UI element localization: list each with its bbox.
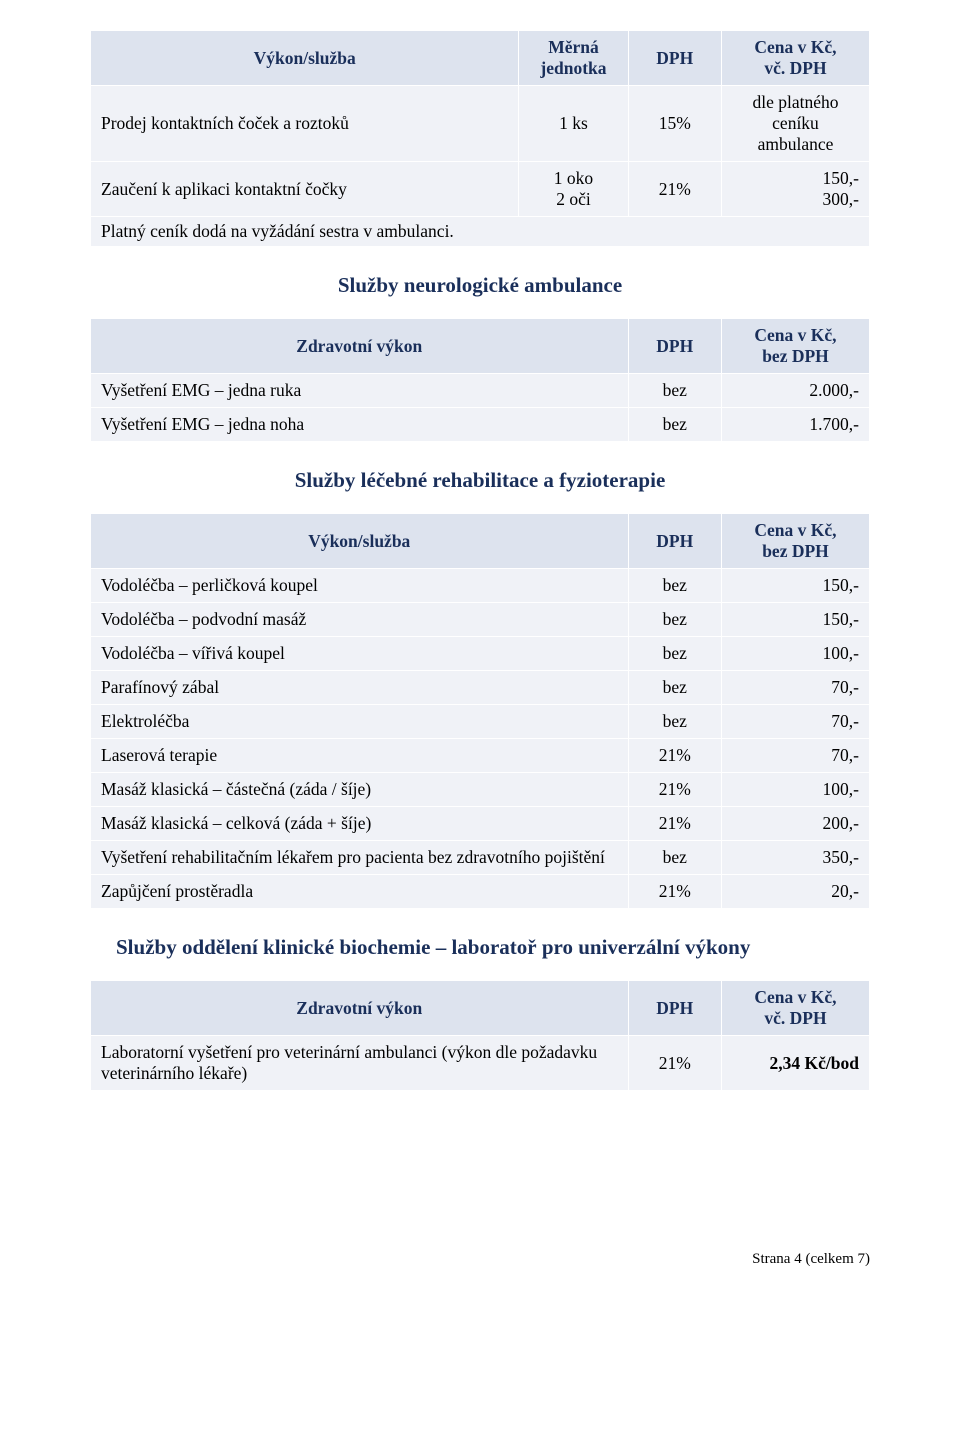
table-header-row: Výkon/služba DPH Cena v Kč,bez DPH xyxy=(91,514,870,569)
th-service: Zdravotní výkon xyxy=(91,319,629,374)
cell-vat: bez xyxy=(628,637,721,671)
th-vat: DPH xyxy=(628,981,721,1036)
cell-vat: bez xyxy=(628,569,721,603)
cell-price: 150,- xyxy=(721,569,869,603)
cell-vat: 21% xyxy=(628,1036,721,1091)
table-row: Vyšetření EMG – jedna ruka bez 2.000,- xyxy=(91,374,870,408)
cell-price: 150,-300,- xyxy=(721,162,869,217)
table-row: Elektroléčbabez70,- xyxy=(91,705,870,739)
cell-price: 2,34 Kč/bod xyxy=(721,1036,869,1091)
cell-vat: bez xyxy=(628,705,721,739)
cell-vat: bez xyxy=(628,841,721,875)
table-row: Vyšetření EMG – jedna noha bez 1.700,- xyxy=(91,408,870,442)
th-price: Cena v Kč,vč. DPH xyxy=(721,31,869,86)
table-header-row: Výkon/služba Měrnájednotka DPH Cena v Kč… xyxy=(91,31,870,86)
cell-vat: 21% xyxy=(628,875,721,909)
cell-price: 100,- xyxy=(721,637,869,671)
section-title-rehab: Služby léčebné rehabilitace a fyzioterap… xyxy=(90,468,870,493)
cell-vat: bez xyxy=(628,603,721,637)
cell-unit: 1 oko2 oči xyxy=(519,162,628,217)
table-row: Parafínový zábalbez70,- xyxy=(91,671,870,705)
th-unit: Měrnájednotka xyxy=(519,31,628,86)
th-service: Výkon/služba xyxy=(91,514,629,569)
th-price: Cena v Kč,bez DPH xyxy=(721,514,869,569)
cell-service: Vyšetření EMG – jedna noha xyxy=(91,408,629,442)
table-neurology: Zdravotní výkon DPH Cena v Kč,bez DPH Vy… xyxy=(90,318,870,442)
table-row: Prodej kontaktních čoček a roztoků 1 ks … xyxy=(91,86,870,162)
cell-vat: 21% xyxy=(628,739,721,773)
table-row: Laserová terapie21%70,- xyxy=(91,739,870,773)
cell-price: 70,- xyxy=(721,671,869,705)
cell-service: Vodoléčba – vířivá koupel xyxy=(91,637,629,671)
cell-price: 20,- xyxy=(721,875,869,909)
page-footer: Strana 4 (celkem 7) xyxy=(90,1251,870,1268)
cell-service: Masáž klasická – částečná (záda / šíje) xyxy=(91,773,629,807)
cell-vat: bez xyxy=(628,671,721,705)
cell-service: Elektroléčba xyxy=(91,705,629,739)
cell-vat: 21% xyxy=(628,162,721,217)
cell-vat: 15% xyxy=(628,86,721,162)
table-row: Vodoléčba – perličková koupelbez150,- xyxy=(91,569,870,603)
th-price: Cena v Kč,bez DPH xyxy=(721,319,869,374)
table-row: Vyšetření rehabilitačním lékařem pro pac… xyxy=(91,841,870,875)
cell-vat: 21% xyxy=(628,773,721,807)
cell-vat: 21% xyxy=(628,807,721,841)
table-row: Zapůjčení prostěradla21%20,- xyxy=(91,875,870,909)
cell-unit: 1 ks xyxy=(519,86,628,162)
cell-price: 100,- xyxy=(721,773,869,807)
cell-service: Vodoléčba – perličková koupel xyxy=(91,569,629,603)
table-row: Vodoléčba – podvodní masážbez150,- xyxy=(91,603,870,637)
cell-service: Vyšetření EMG – jedna ruka xyxy=(91,374,629,408)
th-price: Cena v Kč,vč. DPH xyxy=(721,981,869,1036)
cell-service: Laserová terapie xyxy=(91,739,629,773)
th-service: Zdravotní výkon xyxy=(91,981,629,1036)
section-title-biochem: Služby oddělení klinické biochemie – lab… xyxy=(116,935,844,960)
cell-service: Zapůjčení prostěradla xyxy=(91,875,629,909)
table-row: Zaučení k aplikaci kontaktní čočky 1 oko… xyxy=(91,162,870,217)
table-header-row: Zdravotní výkon DPH Cena v Kč,bez DPH xyxy=(91,319,870,374)
table-row: Vodoléčba – vířivá koupelbez100,- xyxy=(91,637,870,671)
table-rehab: Výkon/služba DPH Cena v Kč,bez DPH Vodol… xyxy=(90,513,870,909)
table-row: Masáž klasická – celková (záda + šíje)21… xyxy=(91,807,870,841)
table-row: Laboratorní vyšetření pro veterinární am… xyxy=(91,1036,870,1091)
cell-price: 2.000,- xyxy=(721,374,869,408)
cell-vat: bez xyxy=(628,408,721,442)
th-vat: DPH xyxy=(628,319,721,374)
cell-note: Platný ceník dodá na vyžádání sestra v a… xyxy=(91,217,870,247)
cell-price: 70,- xyxy=(721,705,869,739)
cell-price: 350,- xyxy=(721,841,869,875)
table-biochem: Zdravotní výkon DPH Cena v Kč,vč. DPH La… xyxy=(90,980,870,1091)
cell-service: Laboratorní vyšetření pro veterinární am… xyxy=(91,1036,629,1091)
th-vat: DPH xyxy=(628,514,721,569)
table-row: Masáž klasická – částečná (záda / šíje)2… xyxy=(91,773,870,807)
table-note-row: Platný ceník dodá na vyžádání sestra v a… xyxy=(91,217,870,247)
cell-price: 200,- xyxy=(721,807,869,841)
section-title-neurology: Služby neurologické ambulance xyxy=(90,273,870,298)
cell-price: 70,- xyxy=(721,739,869,773)
cell-price: 1.700,- xyxy=(721,408,869,442)
cell-service: Masáž klasická – celková (záda + šíje) xyxy=(91,807,629,841)
cell-price: 150,- xyxy=(721,603,869,637)
cell-service: Prodej kontaktních čoček a roztoků xyxy=(91,86,519,162)
table-header-row: Zdravotní výkon DPH Cena v Kč,vč. DPH xyxy=(91,981,870,1036)
cell-price: dle platnéhoceníkuambulance xyxy=(721,86,869,162)
table-pricing-1: Výkon/služba Měrnájednotka DPH Cena v Kč… xyxy=(90,30,870,247)
cell-service: Parafínový zábal xyxy=(91,671,629,705)
cell-service: Zaučení k aplikaci kontaktní čočky xyxy=(91,162,519,217)
cell-service: Vodoléčba – podvodní masáž xyxy=(91,603,629,637)
cell-vat: bez xyxy=(628,374,721,408)
cell-service: Vyšetření rehabilitačním lékařem pro pac… xyxy=(91,841,629,875)
th-service: Výkon/služba xyxy=(91,31,519,86)
th-vat: DPH xyxy=(628,31,721,86)
